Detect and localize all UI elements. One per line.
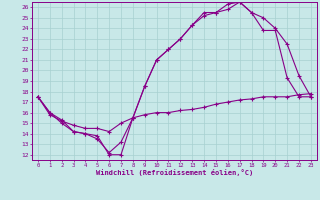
X-axis label: Windchill (Refroidissement éolien,°C): Windchill (Refroidissement éolien,°C) [96,169,253,176]
